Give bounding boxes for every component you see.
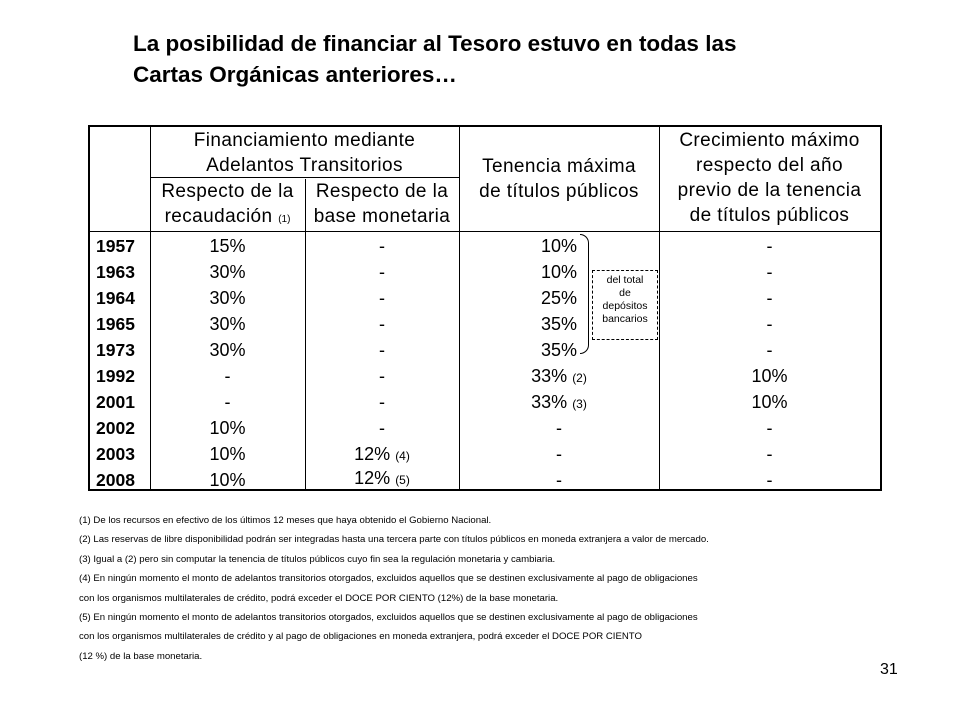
row-year: 1957	[96, 236, 135, 256]
cell-crecimiento: -	[766, 262, 773, 282]
footnote: (12 %) de la base monetaria.	[79, 650, 203, 662]
cell-base: -	[379, 418, 385, 438]
header-base-monetaria: Respecto de la base monetaria	[313, 181, 451, 227]
cell-base: -	[379, 340, 385, 360]
cell-recaudacion: 15%	[209, 236, 246, 256]
cell-crecimiento: -	[766, 340, 773, 360]
header-divider	[90, 231, 880, 232]
footnote: con los organismos multilaterales de cré…	[79, 631, 642, 643]
row-year: 1992	[96, 366, 135, 386]
cell-crecimiento: -	[766, 288, 773, 308]
cell-base: -	[379, 262, 385, 282]
cell-tenencia: 33% (2)	[531, 366, 587, 386]
cell-tenencia: 33% (3)	[531, 392, 587, 412]
cell-crecimiento: -	[766, 470, 773, 490]
column-divider	[459, 127, 460, 489]
cell-crecimiento: -	[766, 444, 773, 464]
deposit-note-box: del total de depósitos bancarios	[592, 270, 658, 340]
cell-recaudacion: 10%	[209, 470, 246, 490]
column-divider	[659, 127, 660, 489]
cell-tenencia: 25%	[540, 288, 578, 308]
cell-recaudacion: 30%	[209, 288, 246, 308]
row-year: 2008	[96, 470, 135, 490]
financing-table: Financiamiento mediante Adelantos Transi…	[88, 125, 882, 491]
title-line-1: La posibilidad de financiar al Tesoro es…	[133, 31, 737, 56]
cell-crecimiento: 10%	[751, 392, 788, 412]
cell-crecimiento: -	[766, 418, 773, 438]
cell-recaudacion: 30%	[209, 340, 246, 360]
cell-recaudacion: -	[224, 366, 231, 386]
cell-base: 12% (5)	[354, 468, 410, 488]
cell-base: -	[379, 392, 385, 412]
cell-recaudacion: 10%	[209, 444, 246, 464]
column-divider	[305, 179, 306, 489]
title-line-2: Cartas Orgánicas anteriores…	[133, 62, 457, 87]
cell-crecimiento: -	[766, 314, 773, 334]
cell-base: -	[379, 366, 385, 386]
cell-crecimiento: -	[766, 236, 773, 256]
cell-base: 12% (4)	[354, 444, 410, 464]
column-divider	[150, 127, 151, 489]
footnote: (3) Igual a (2) pero sin computar la ten…	[79, 553, 556, 565]
header-tenencia: Tenencia máxima de títulos públicos	[479, 156, 639, 202]
row-year: 2002	[96, 418, 135, 438]
footnote: (1) De los recursos en efectivo de los ú…	[79, 515, 492, 526]
header-financiamiento: Financiamiento mediante Adelantos Transi…	[193, 130, 416, 176]
cell-tenencia: -	[556, 444, 562, 464]
row-year: 1973	[96, 340, 135, 360]
deposit-bracket	[580, 234, 589, 354]
header-recaudacion: Respecto de la recaudación (1)	[161, 181, 294, 227]
row-divider	[150, 177, 459, 178]
row-year: 1963	[96, 262, 135, 282]
cell-tenencia: 10%	[540, 262, 578, 282]
header-crecimiento: Crecimiento máximo respecto del año prev…	[677, 130, 862, 226]
cell-tenencia: 35%	[540, 314, 578, 334]
cell-base: -	[379, 314, 385, 334]
footnote: con los organismos multilaterales de cré…	[79, 592, 559, 604]
page-number: 31	[880, 661, 898, 678]
cell-tenencia: -	[556, 470, 562, 490]
cell-crecimiento: 10%	[751, 366, 788, 386]
cell-recaudacion: 30%	[209, 314, 246, 334]
cell-base: -	[379, 288, 385, 308]
row-year: 1965	[96, 314, 135, 334]
footnote: (4) En ningún momento el monto de adelan…	[79, 573, 698, 585]
cell-tenencia: 10%	[540, 236, 578, 256]
row-year: 1964	[96, 288, 135, 308]
row-year: 2001	[96, 392, 135, 412]
cell-tenencia: 35%	[540, 340, 578, 360]
cell-tenencia: -	[556, 418, 562, 438]
cell-recaudacion: 10%	[209, 418, 246, 438]
footnote: (5) En ningún momento el monto de adelan…	[79, 612, 698, 624]
footnotes: (1) De los recursos en efectivo de los ú…	[79, 511, 909, 666]
cell-recaudacion: -	[224, 392, 231, 412]
slide-title: La posibilidad de financiar al Tesoro es…	[133, 28, 913, 90]
footnote: (2) Las reservas de libre disponibilidad…	[79, 534, 709, 546]
cell-base: -	[379, 236, 385, 256]
cell-recaudacion: 30%	[209, 262, 246, 282]
row-year: 2003	[96, 444, 135, 464]
